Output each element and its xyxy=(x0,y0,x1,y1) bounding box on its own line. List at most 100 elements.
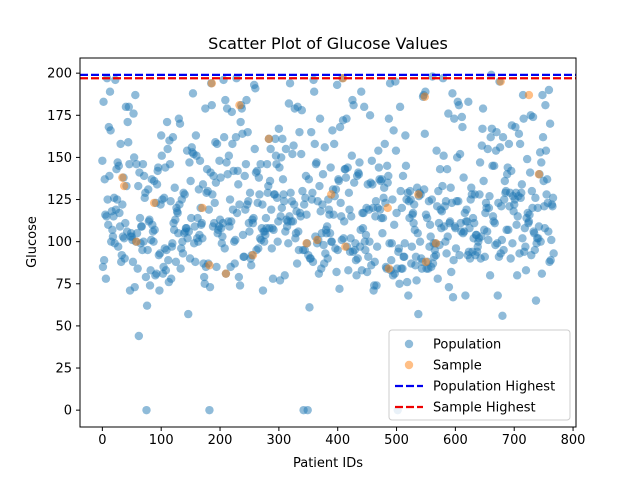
population-point xyxy=(334,176,344,186)
population-point xyxy=(288,149,297,159)
population-point xyxy=(492,127,501,137)
population-point xyxy=(265,176,275,186)
population-point xyxy=(511,122,520,132)
population-point xyxy=(335,284,344,294)
population-point xyxy=(490,161,499,171)
population-point xyxy=(239,252,249,262)
population-point xyxy=(500,176,510,186)
population-point xyxy=(231,132,241,142)
population-point xyxy=(114,242,123,251)
legend-population-highest: Population Highest xyxy=(395,380,555,395)
population-point xyxy=(245,227,254,236)
population-point xyxy=(209,171,218,181)
population-point xyxy=(278,134,287,144)
x-axis-label: Patient IDs xyxy=(293,456,363,471)
population-point xyxy=(320,143,329,152)
population-point xyxy=(500,195,509,204)
population-point xyxy=(407,242,417,251)
population-point xyxy=(101,274,111,283)
population-point xyxy=(368,180,377,189)
population-point xyxy=(446,183,455,192)
population-point xyxy=(448,293,458,302)
sample-point xyxy=(431,239,441,248)
population-point xyxy=(205,282,215,292)
population-point xyxy=(448,89,457,98)
population-point xyxy=(443,232,452,241)
population-point xyxy=(102,212,111,221)
y-tick-label: 125 xyxy=(47,193,72,208)
population-point xyxy=(116,139,125,149)
population-point xyxy=(461,291,470,300)
population-point xyxy=(497,202,506,211)
population-point xyxy=(480,252,489,262)
population-point xyxy=(114,161,124,171)
population-point xyxy=(168,239,177,248)
population-point xyxy=(345,205,354,214)
population-point xyxy=(414,309,423,319)
population-point xyxy=(454,100,464,110)
legend-population-highest-label: Population Highest xyxy=(433,380,555,395)
sample-point xyxy=(421,257,431,267)
population-point xyxy=(208,190,217,199)
population-point xyxy=(329,139,339,149)
population-point xyxy=(382,161,392,171)
population-point xyxy=(542,175,552,184)
legend-sample-marker xyxy=(404,360,414,370)
population-point xyxy=(397,203,407,213)
population-point xyxy=(355,158,364,167)
population-point xyxy=(431,250,441,260)
population-point xyxy=(249,213,258,223)
population-point xyxy=(180,190,189,199)
population-point xyxy=(546,255,555,265)
population-point xyxy=(323,254,332,263)
population-point xyxy=(279,197,289,206)
legend-sample-highest-label: Sample Highest xyxy=(433,401,536,416)
population-point xyxy=(132,229,142,238)
population-point xyxy=(111,75,120,85)
population-point xyxy=(184,227,194,236)
population-point xyxy=(349,100,358,110)
population-point xyxy=(103,195,112,204)
population-point xyxy=(467,183,476,192)
population-point xyxy=(391,146,401,155)
population-point xyxy=(215,156,224,165)
y-tick-label: 200 xyxy=(47,67,72,82)
population-point xyxy=(297,106,307,115)
population-point xyxy=(349,178,359,187)
population-point xyxy=(108,232,118,241)
x-tick-label: 300 xyxy=(266,433,291,448)
population-point xyxy=(530,245,540,255)
population-point xyxy=(490,218,499,228)
population-point xyxy=(517,180,527,189)
population-point xyxy=(256,159,265,169)
population-point xyxy=(545,119,555,128)
population-point xyxy=(455,250,464,260)
population-point xyxy=(527,186,537,196)
population-point xyxy=(322,222,332,231)
population-point xyxy=(183,234,192,243)
population-point xyxy=(404,291,413,300)
population-point xyxy=(519,114,528,123)
population-point xyxy=(157,151,166,160)
sample-point xyxy=(302,239,311,248)
population-point xyxy=(475,190,484,199)
population-point xyxy=(541,146,551,155)
population-point xyxy=(123,117,132,127)
population-point xyxy=(191,131,201,140)
y-tick-label: 75 xyxy=(55,277,72,292)
population-point xyxy=(425,220,435,230)
population-point xyxy=(508,239,517,248)
population-point xyxy=(342,114,351,123)
population-point xyxy=(329,210,338,219)
population-point xyxy=(119,234,129,243)
population-point xyxy=(197,218,206,228)
population-point xyxy=(161,266,171,275)
sample-point xyxy=(149,198,159,208)
population-point xyxy=(451,244,461,253)
population-point xyxy=(98,262,108,272)
population-point xyxy=(279,190,288,199)
population-point xyxy=(361,230,371,240)
population-point xyxy=(210,198,219,208)
chart-title: Scatter Plot of Glucose Values xyxy=(208,34,448,53)
